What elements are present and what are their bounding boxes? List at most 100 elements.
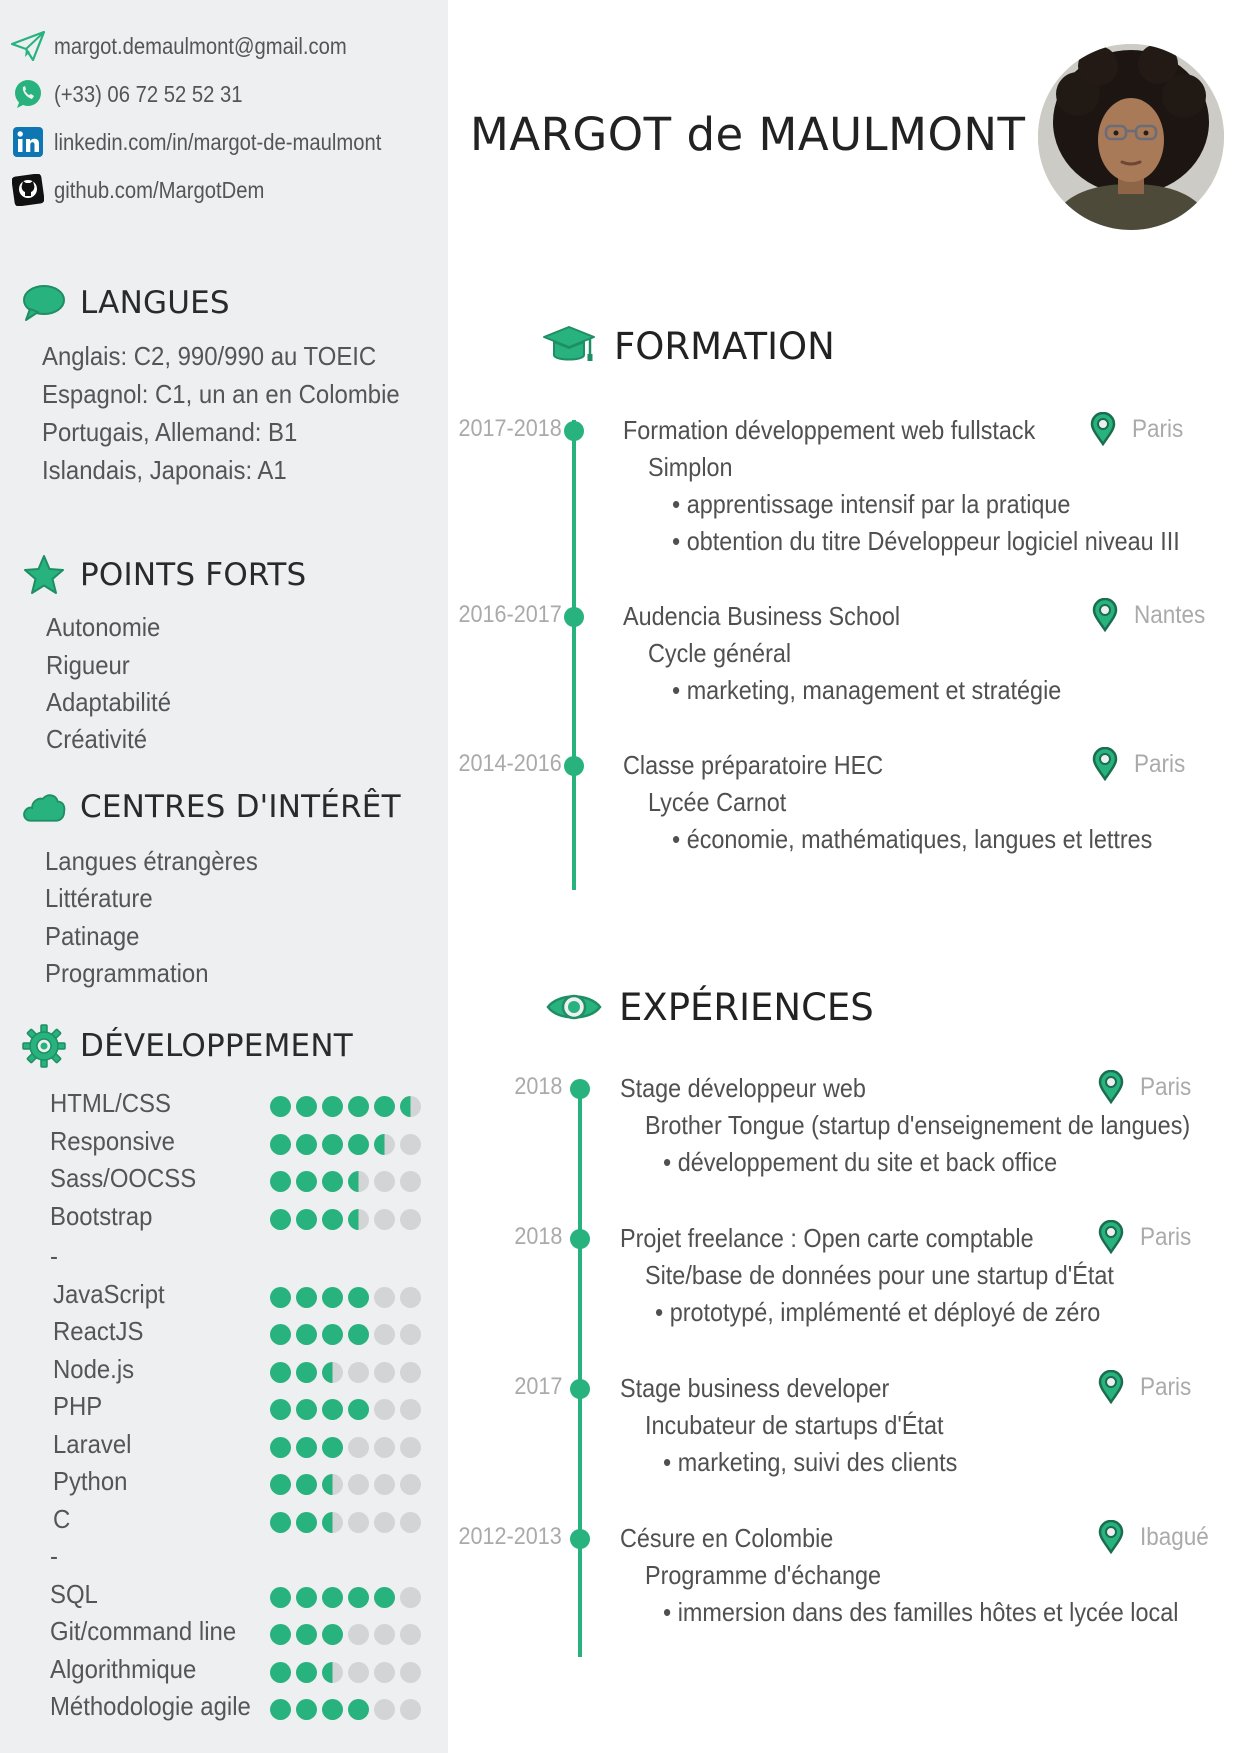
rating-dot bbox=[348, 1512, 369, 1533]
location-city: Paris bbox=[1132, 414, 1184, 443]
rating-dot bbox=[374, 1699, 395, 1720]
location-city: Ibagué bbox=[1140, 1522, 1209, 1551]
skill-name: Responsive bbox=[50, 1126, 175, 1156]
map-pin-icon bbox=[1088, 411, 1118, 447]
skill-name: Node.js bbox=[53, 1354, 135, 1384]
rating-dot bbox=[322, 1209, 343, 1230]
langue-item: Espagnol: C1, un an en Colombie bbox=[42, 379, 400, 409]
entry-location: Nantes bbox=[1090, 597, 1213, 633]
map-pin-icon bbox=[1096, 1369, 1126, 1405]
skill-name: ReactJS bbox=[53, 1316, 144, 1346]
rating-dot bbox=[374, 1096, 395, 1117]
langues-title: LANGUES bbox=[80, 285, 230, 321]
whatsapp-icon bbox=[10, 76, 46, 112]
entry-bullet: • économie, mathématiques, langues et le… bbox=[672, 824, 1153, 854]
rating-dot bbox=[322, 1437, 343, 1458]
skill-rating bbox=[270, 1134, 421, 1155]
rating-dot bbox=[400, 1699, 421, 1720]
rating-dot bbox=[400, 1362, 421, 1383]
cloud-icon bbox=[22, 785, 66, 829]
timeline-dot bbox=[570, 1229, 590, 1249]
location-city: Paris bbox=[1140, 1072, 1192, 1101]
rating-dot bbox=[374, 1474, 395, 1495]
rating-dot bbox=[400, 1287, 421, 1308]
rating-dot bbox=[270, 1134, 291, 1155]
skill-rating bbox=[270, 1699, 421, 1720]
rating-dot bbox=[270, 1699, 291, 1720]
rating-dot bbox=[296, 1512, 317, 1533]
langue-item: Islandais, Japonais: A1 bbox=[42, 455, 287, 485]
rating-dot bbox=[322, 1699, 343, 1720]
rating-dot bbox=[270, 1587, 291, 1608]
rating-dot bbox=[400, 1209, 421, 1230]
rating-dot bbox=[374, 1437, 395, 1458]
location-city: Paris bbox=[1140, 1222, 1192, 1251]
entry-location: Ibagué bbox=[1096, 1519, 1216, 1555]
skill-name: Git/command line bbox=[50, 1616, 237, 1646]
timeline-dot bbox=[570, 1529, 590, 1549]
timeline-dot bbox=[564, 607, 584, 627]
paper-plane-icon bbox=[10, 28, 46, 64]
rating-dot bbox=[270, 1512, 291, 1533]
map-pin-icon bbox=[1090, 746, 1120, 782]
rating-dot bbox=[348, 1474, 369, 1495]
entry-subtitle: Cycle général bbox=[648, 638, 792, 668]
langues-heading: LANGUES bbox=[22, 281, 230, 325]
rating-dot bbox=[348, 1662, 369, 1683]
rating-dot bbox=[374, 1399, 395, 1420]
contact-phone[interactable]: (+33) 06 72 52 52 31 bbox=[10, 74, 268, 114]
timeline-dot bbox=[564, 421, 584, 441]
profile-photo bbox=[1038, 44, 1224, 230]
rating-dot bbox=[296, 1171, 317, 1192]
entry-location: Paris bbox=[1096, 1369, 1197, 1405]
interet-item: Langues étrangères bbox=[45, 846, 258, 876]
entry-location: Paris bbox=[1096, 1219, 1197, 1255]
entry-title: Stage développeur web bbox=[620, 1073, 866, 1103]
rating-dot bbox=[270, 1096, 291, 1117]
interet-item: Patinage bbox=[45, 921, 140, 951]
rating-dot bbox=[374, 1512, 395, 1533]
rating-dot bbox=[322, 1624, 343, 1645]
formation-title: FORMATION bbox=[614, 324, 835, 368]
rating-dot bbox=[322, 1134, 343, 1155]
interet-item: Littérature bbox=[45, 883, 153, 913]
linkedin-icon bbox=[10, 124, 46, 160]
rating-dot bbox=[400, 1474, 421, 1495]
contact-linkedin[interactable]: linkedin.com/in/margot-de-maulmont bbox=[10, 122, 426, 162]
rating-dot bbox=[374, 1209, 395, 1230]
rating-dot bbox=[270, 1362, 291, 1383]
rating-dot bbox=[400, 1324, 421, 1345]
rating-dot bbox=[296, 1587, 317, 1608]
entry-bullet: • immersion dans des familles hôtes et l… bbox=[663, 1597, 1179, 1627]
entry-date: 2014-2016 bbox=[458, 750, 562, 777]
entry-subtitle: Brother Tongue (startup d'enseignement d… bbox=[645, 1110, 1191, 1140]
rating-dot bbox=[374, 1362, 395, 1383]
rating-dot bbox=[400, 1437, 421, 1458]
rating-dot bbox=[270, 1624, 291, 1645]
map-pin-icon bbox=[1096, 1219, 1126, 1255]
rating-dot bbox=[296, 1324, 317, 1345]
map-pin-icon bbox=[1096, 1519, 1126, 1555]
rating-dot bbox=[348, 1171, 369, 1192]
skill-rating bbox=[270, 1437, 421, 1458]
skill-name: Sass/OOCSS bbox=[50, 1163, 197, 1193]
star-icon bbox=[22, 553, 66, 597]
rating-dot bbox=[400, 1624, 421, 1645]
linkedin-text: linkedin.com/in/margot-de-maulmont bbox=[54, 128, 382, 155]
rating-dot bbox=[270, 1324, 291, 1345]
map-pin-icon bbox=[1096, 1069, 1126, 1105]
entry-bullet: • marketing, management et stratégie bbox=[672, 675, 1062, 705]
rating-dot bbox=[400, 1662, 421, 1683]
point-fort-item: Autonomie bbox=[46, 612, 161, 642]
location-city: Paris bbox=[1140, 1372, 1192, 1401]
rating-dot bbox=[296, 1437, 317, 1458]
rating-dot bbox=[348, 1362, 369, 1383]
skill-name: - bbox=[50, 1241, 58, 1271]
rating-dot bbox=[348, 1399, 369, 1420]
contact-github[interactable]: github.com/MargotDem bbox=[10, 170, 293, 210]
rating-dot bbox=[270, 1287, 291, 1308]
formation-heading: FORMATION bbox=[540, 318, 835, 374]
timeline-dot bbox=[570, 1379, 590, 1399]
contact-email[interactable]: margot.demaulmont@gmail.com bbox=[10, 26, 387, 66]
experiences-timeline bbox=[578, 1085, 582, 1657]
